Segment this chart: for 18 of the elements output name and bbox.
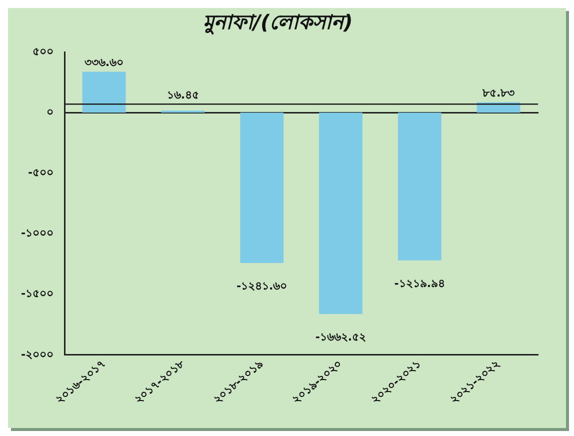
bar — [398, 112, 442, 260]
bar — [82, 72, 126, 113]
chart-title: মুনাফা/(লোকসান) — [203, 10, 353, 36]
bar — [240, 112, 284, 264]
y-tick-label: -১০০০ — [20, 226, 54, 240]
data-label: -১৬৬২.৫২ — [315, 330, 366, 344]
data-label: ৮৫.৮৩ — [481, 86, 515, 100]
data-label: ৩৩৬.৬০ — [84, 56, 124, 70]
y-tick-label: -১৫০০ — [20, 287, 54, 300]
bar — [476, 102, 520, 113]
data-label: -১২১৯.৯৪ — [394, 276, 446, 290]
y-tick-label: -৫০০ — [28, 166, 54, 180]
data-label: ১৬.৪৫ — [166, 88, 200, 102]
y-tick-label: ০ — [46, 105, 54, 118]
y-tick-label: ৫০০ — [32, 44, 54, 58]
y-tick-label: -২০০০ — [20, 348, 54, 361]
data-label: -১২৪১.৬০ — [236, 279, 288, 292]
bar — [319, 112, 362, 314]
